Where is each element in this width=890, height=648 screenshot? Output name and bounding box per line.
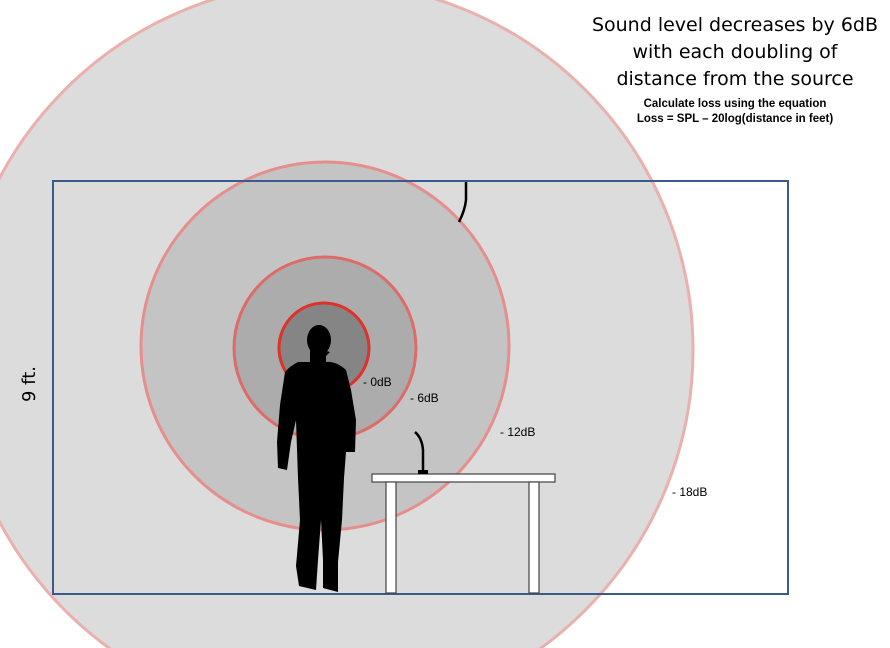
table: [371, 473, 556, 594]
ring-label-6db: - 6dB: [410, 391, 439, 405]
ring-label-0db: - 0dB: [363, 375, 392, 389]
title-line-2: with each doubling of: [632, 41, 838, 63]
ceiling-cable: [457, 182, 468, 223]
table-leg-left: [385, 481, 397, 594]
title-line-1: Sound level decreases by 6dB: [591, 14, 879, 36]
room-height-label: 9 ft.: [19, 366, 40, 402]
title-block: Sound level decreases by 6dB with each d…: [590, 12, 880, 127]
title-line-3: distance from the source: [616, 68, 854, 90]
table-leg-right: [528, 481, 540, 594]
equation-line-1: Calculate loss using the equation: [643, 98, 827, 110]
microphone: [414, 431, 428, 474]
room-outline: [52, 180, 789, 595]
table-top: [371, 473, 556, 483]
person-silhouette: [277, 325, 356, 592]
ring-label-18db: - 18dB: [672, 485, 708, 499]
ring-label-12db: - 12dB: [500, 425, 536, 439]
equation-line-2: Loss = SPL – 20log(distance in feet): [636, 113, 834, 125]
